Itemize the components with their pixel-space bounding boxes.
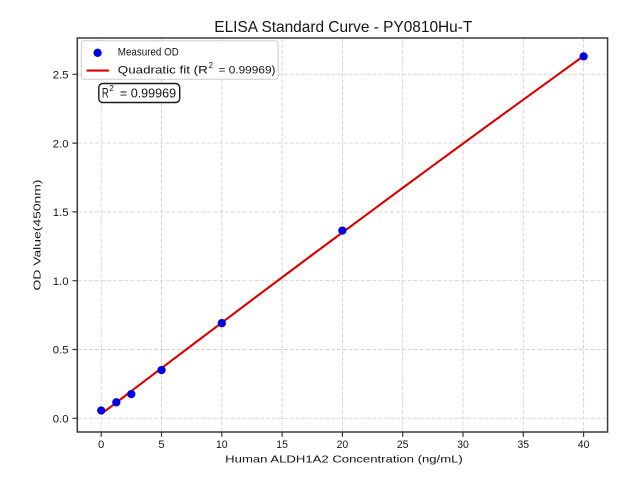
svg-text:Measured OD: Measured OD (118, 47, 179, 59)
svg-text:= 0.99969: = 0.99969 (120, 86, 176, 101)
svg-text:2: 2 (109, 84, 114, 93)
svg-text:40: 40 (578, 439, 590, 451)
svg-text:0.5: 0.5 (53, 345, 69, 357)
svg-text:0: 0 (98, 439, 104, 451)
svg-text:= 0.99969): = 0.99969) (219, 65, 276, 77)
svg-text:35: 35 (518, 439, 530, 451)
svg-text:25: 25 (397, 439, 409, 451)
svg-text:10: 10 (216, 439, 228, 451)
svg-text:0.0: 0.0 (53, 414, 69, 426)
svg-text:15: 15 (276, 439, 288, 451)
svg-text:Quadratic fit (R: Quadratic fit (R (118, 65, 208, 77)
svg-text:1.0: 1.0 (53, 276, 69, 288)
svg-text:R: R (102, 86, 109, 101)
svg-text:2: 2 (209, 61, 213, 70)
svg-text:OD Value(450nm): OD Value(450nm) (33, 180, 44, 291)
svg-text:2.0: 2.0 (53, 138, 69, 150)
svg-text:2.5: 2.5 (53, 70, 69, 82)
svg-text:5: 5 (158, 439, 164, 451)
svg-text:20: 20 (337, 439, 349, 451)
svg-text:30: 30 (457, 439, 469, 451)
svg-text:1.5: 1.5 (53, 207, 69, 219)
svg-text:ELISA Standard Curve - PY0810H: ELISA Standard Curve - PY0810Hu-T (214, 19, 472, 36)
svg-text:Human ALDH1A2 Concentration (n: Human ALDH1A2 Concentration (ng/mL) (225, 455, 463, 466)
